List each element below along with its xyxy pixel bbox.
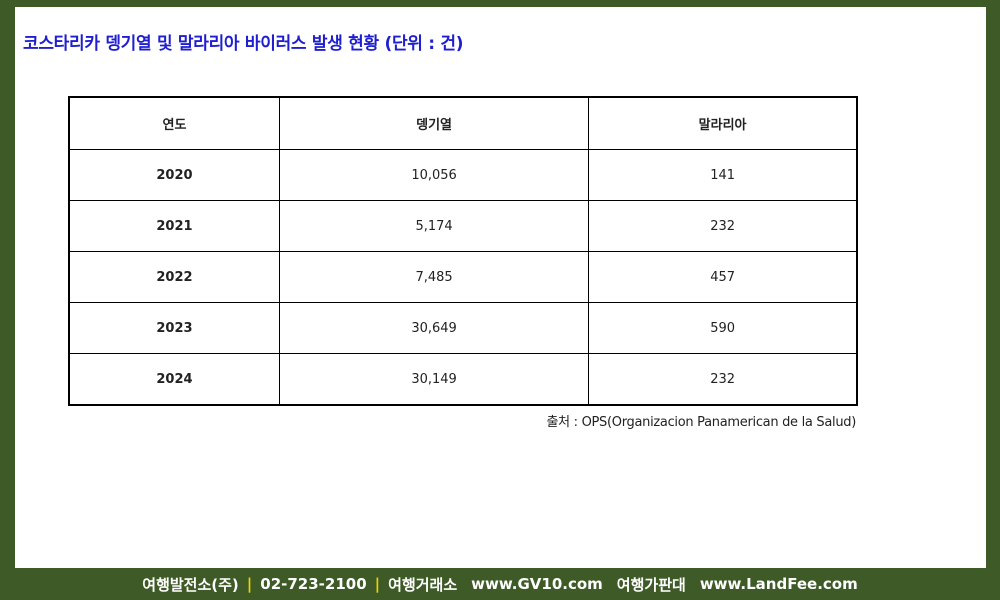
incidence-table: 연도 뎅기열 말라리아 2020 10,056 141 2021 5,174 2… <box>68 96 858 406</box>
footer-label-exchange: 여행거래소 <box>388 575 458 594</box>
cell-dengue: 5,174 <box>278 200 590 252</box>
cell-dengue: 30,649 <box>278 302 590 354</box>
cell-year: 2022 <box>68 251 280 303</box>
footer-phone: 02-723-2100 <box>260 575 367 593</box>
content-panel: 코스타리카 뎅기열 및 말라리아 바이러스 발생 현황 (단위 : 건) 연도 … <box>15 7 986 568</box>
cell-year: 2021 <box>68 200 280 252</box>
footer-site-landfee[interactable]: www.LandFee.com <box>699 575 858 593</box>
cell-year: 2020 <box>68 149 280 201</box>
cell-malaria: 141 <box>588 149 858 201</box>
footer-label-stand: 여행가판대 <box>616 575 686 594</box>
table-row: 2023 30,649 590 <box>68 302 858 354</box>
cell-malaria: 590 <box>588 302 858 354</box>
cell-dengue: 7,485 <box>278 251 590 303</box>
footer-separator: | <box>374 575 381 593</box>
header-year: 연도 <box>68 96 280 150</box>
footer-bar: 여행발전소(주) | 02-723-2100 | 여행거래소 www.GV10.… <box>0 568 1000 600</box>
table-row: 2022 7,485 457 <box>68 251 858 303</box>
table-row: 2020 10,056 141 <box>68 149 858 201</box>
table-row: 2024 30,149 232 <box>68 353 858 406</box>
table-row: 2021 5,174 232 <box>68 200 858 252</box>
header-malaria: 말라리아 <box>588 96 858 150</box>
table-header-row: 연도 뎅기열 말라리아 <box>68 96 858 150</box>
cell-malaria: 232 <box>588 200 858 252</box>
page-title: 코스타리카 뎅기열 및 말라리아 바이러스 발생 현황 (단위 : 건) <box>23 34 464 54</box>
header-dengue: 뎅기열 <box>278 96 590 150</box>
source-note: 출처 : OPS(Organizacion Panamerican de la … <box>546 415 857 430</box>
cell-malaria: 457 <box>588 251 858 303</box>
cell-dengue: 30,149 <box>278 353 590 406</box>
cell-year: 2023 <box>68 302 280 354</box>
footer-site-gv10[interactable]: www.GV10.com <box>471 575 603 593</box>
footer-separator: | <box>246 575 253 593</box>
cell-year: 2024 <box>68 353 280 406</box>
footer-company: 여행발전소(주) <box>142 575 239 594</box>
cell-dengue: 10,056 <box>278 149 590 201</box>
cell-malaria: 232 <box>588 353 858 406</box>
